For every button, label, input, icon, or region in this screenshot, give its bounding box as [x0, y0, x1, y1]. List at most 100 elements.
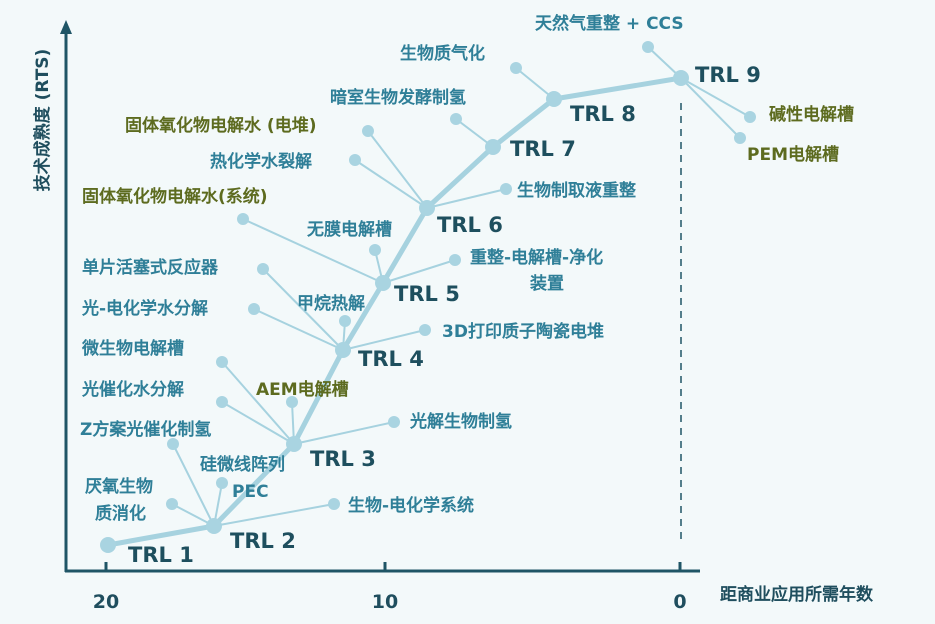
tech-label: 重整-电解槽-净化 — [470, 247, 603, 268]
tech-link — [680, 77, 751, 118]
tech-link — [354, 159, 428, 209]
tech-link — [426, 188, 507, 209]
tech-dot — [362, 125, 374, 137]
tech-link — [367, 130, 428, 209]
tech-link — [221, 401, 295, 445]
tech-label: 光解生物制氢 — [409, 411, 512, 432]
tech-dot — [216, 396, 228, 408]
x-tick-label: 0 — [673, 591, 686, 613]
trl-node — [100, 537, 116, 553]
trl-label: TRL 7 — [510, 137, 576, 161]
trl-label: TRL 1 — [128, 543, 194, 567]
tech-label: 光-电化学水分解 — [81, 298, 208, 319]
trl-path-segment — [105, 523, 217, 548]
x-tick-label: 20 — [93, 591, 119, 613]
trl-label: TRL 6 — [437, 213, 503, 237]
trl-label: TRL 9 — [695, 63, 761, 87]
tech-dot — [734, 132, 746, 144]
tech-label: 热化学水裂解 — [210, 151, 312, 172]
tech-label: 天然气重整 + CCS — [535, 13, 684, 34]
tech-label: 单片活塞式反应器 — [82, 257, 219, 278]
trl-label: TRL 5 — [394, 282, 460, 306]
tech-link — [172, 443, 215, 527]
tech-label: 无膜电解槽 — [306, 219, 392, 240]
trl-node — [206, 518, 222, 534]
tech-dot — [388, 416, 400, 428]
tech-dot — [510, 62, 522, 74]
trl-path-segment — [380, 205, 430, 286]
tech-link — [221, 361, 295, 445]
tech-label: 生物-电化学系统 — [348, 495, 474, 516]
tech-label: 碱性电解槽 — [769, 104, 854, 125]
trl-node — [286, 436, 302, 452]
tech-label: 生物质气化 — [400, 43, 485, 64]
y-axis-arrow-icon — [60, 20, 72, 34]
trl-node — [419, 200, 435, 216]
trl-label: TRL 3 — [310, 447, 376, 471]
tech-label: 固体氧化物电解水(系统) — [82, 186, 268, 207]
tech-link — [242, 218, 384, 284]
tech-dot — [449, 254, 461, 266]
trl-path-segment — [291, 347, 346, 447]
tech-dot — [167, 438, 179, 450]
tech-dot — [248, 303, 260, 315]
tech-label: 微生物电解槽 — [81, 338, 184, 359]
trl-node — [485, 139, 501, 155]
x-tick-label: 10 — [372, 591, 398, 613]
tech-dot — [216, 477, 228, 489]
trl-node — [546, 91, 562, 107]
tech-label: 暗室生物发酵制氢 — [330, 87, 466, 108]
trl-path-segment — [490, 96, 557, 150]
tech-dot — [419, 324, 431, 336]
tech-label: PEC — [232, 482, 269, 502]
tech-label: 3D打印质子陶瓷电堆 — [442, 321, 604, 342]
tech-label: 光催化水分解 — [81, 379, 184, 400]
tech-dot — [369, 244, 381, 256]
tech-link — [680, 77, 741, 139]
tech-label: 装置 — [529, 273, 564, 294]
trl-node — [375, 275, 391, 291]
tech-dot — [328, 498, 340, 510]
trl-label: TRL 2 — [230, 529, 296, 553]
tech-label: AEM电解槽 — [256, 379, 349, 400]
tech-label: 甲烷热解 — [297, 293, 365, 314]
tech-dot — [450, 113, 462, 125]
tech-dot — [642, 41, 654, 53]
tech-link — [262, 268, 344, 351]
tech-link — [342, 329, 426, 351]
tech-dot — [286, 396, 298, 408]
tech-label: PEM电解槽 — [747, 144, 839, 165]
tech-link — [213, 503, 335, 527]
tech-dot — [257, 263, 269, 275]
tech-dot — [349, 154, 361, 166]
trl-node — [673, 70, 689, 86]
tech-dot — [500, 183, 512, 195]
trl-path-segment — [340, 280, 386, 353]
y-axis-label: 技术成熟度 (RTS) — [32, 49, 53, 192]
tech-link — [253, 308, 344, 351]
tech-link — [293, 421, 395, 445]
tech-dot — [166, 498, 178, 510]
tech-dot — [216, 356, 228, 368]
tech-dot — [339, 315, 351, 327]
tech-label: 硅微线阵列 — [200, 454, 285, 475]
axes: 20 10 0 距商业应用所需年数 技术成熟度 (RTS) — [32, 20, 874, 613]
tech-link — [382, 259, 456, 284]
trl-path-segment — [211, 441, 297, 529]
tech-label: 生物制取液重整 — [517, 180, 636, 201]
tech-dot — [744, 111, 756, 123]
trl-label: TRL 8 — [570, 102, 636, 126]
tech-dot — [237, 213, 249, 225]
trl-path-segment — [551, 75, 684, 102]
trl-path-segment — [424, 144, 496, 211]
tech-link — [515, 67, 555, 100]
trl-label: TRL 4 — [358, 347, 424, 371]
tech-label: 厌氧生物 — [85, 476, 153, 497]
trl-node — [335, 342, 351, 358]
tech-label: 质消化 — [95, 503, 146, 524]
tech-label: Z方案光催化制氢 — [80, 419, 211, 440]
x-axis-label: 距商业应用所需年数 — [720, 584, 874, 605]
tech-label: 固体氧化物电解水 (电堆) — [125, 115, 316, 136]
